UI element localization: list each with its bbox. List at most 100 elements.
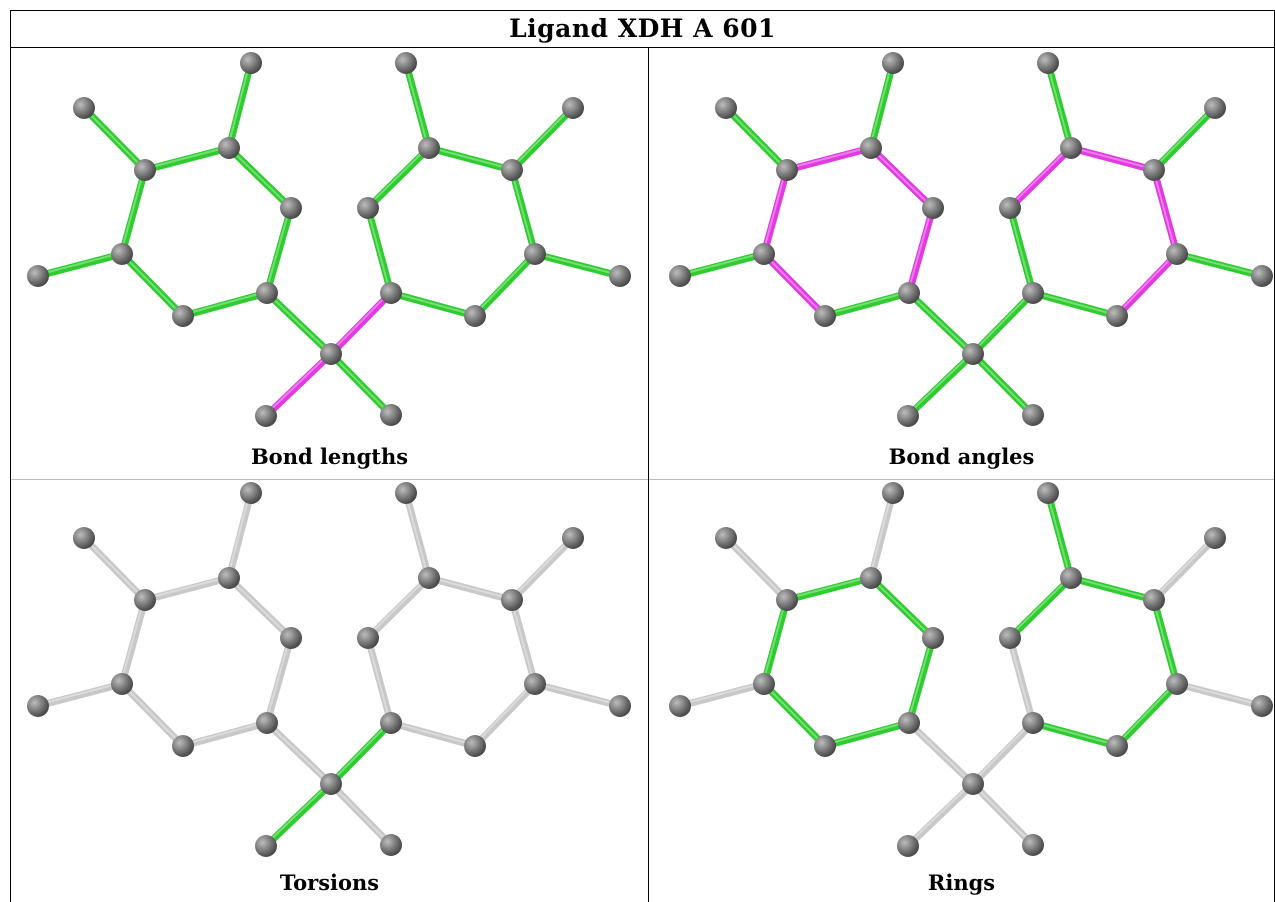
bond-15 <box>425 144 516 174</box>
bond-0 <box>225 59 255 152</box>
atom-7 <box>898 712 920 734</box>
bond-7 <box>118 250 187 320</box>
bond-highlight-13 <box>404 61 429 148</box>
bond-18 <box>1006 634 1037 727</box>
bond-20 <box>471 680 539 750</box>
atom-4 <box>922 197 944 219</box>
bond-2 <box>141 144 233 174</box>
bond-highlight-11 <box>971 782 1033 845</box>
bond-2 <box>783 144 875 174</box>
atom-11 <box>1022 834 1044 856</box>
bond-2 <box>141 574 233 604</box>
bond-highlight-15 <box>1069 576 1154 600</box>
bond-7 <box>760 680 829 750</box>
bond-14 <box>508 534 577 604</box>
bond-highlight-4 <box>120 598 145 684</box>
bond-10 <box>904 780 977 850</box>
atom-0 <box>240 52 262 74</box>
bond-highlight-21 <box>1031 721 1117 746</box>
bond-6 <box>34 680 126 710</box>
bond-highlight-4 <box>762 598 787 684</box>
bond-highlight-10 <box>264 352 331 416</box>
bond-20 <box>1113 250 1181 320</box>
atom-17 <box>524 673 546 695</box>
atom-14 <box>1060 567 1082 589</box>
top-border <box>10 10 1275 11</box>
atom-1 <box>73 527 95 549</box>
bond-highlight-8 <box>823 291 909 316</box>
bond-highlight-3 <box>227 576 291 638</box>
bond-8 <box>821 719 913 750</box>
bond-15 <box>1067 574 1158 604</box>
bond-21 <box>1029 719 1121 750</box>
bond-10 <box>904 350 977 420</box>
atom-17 <box>524 243 546 265</box>
bond-14 <box>1150 104 1219 174</box>
row-divider <box>10 479 1275 480</box>
bond-16 <box>364 574 433 642</box>
atom-8 <box>172 305 194 327</box>
atom-0 <box>240 482 262 504</box>
bond-highlight-0 <box>227 61 251 148</box>
bond-17 <box>1150 166 1181 258</box>
bond-highlight-18 <box>1008 206 1033 293</box>
bond-12 <box>969 719 1037 788</box>
atom-2 <box>218 567 240 589</box>
bond-highlight-3 <box>227 146 291 208</box>
bond-12 <box>969 289 1037 358</box>
bond-12 <box>327 289 395 358</box>
bond-1 <box>80 534 149 604</box>
atom-7 <box>256 712 278 734</box>
column-divider <box>648 47 649 902</box>
bond-5 <box>263 634 295 727</box>
bond-highlight-6 <box>678 682 764 706</box>
bond-highlight-15 <box>427 576 512 600</box>
atom-5 <box>753 673 775 695</box>
bond-11 <box>327 350 395 419</box>
atom-20 <box>464 735 486 757</box>
atom-5 <box>753 243 775 265</box>
molecule-bond-angles <box>669 52 1273 427</box>
bond-highlight-11 <box>971 352 1033 415</box>
atom-2 <box>218 137 240 159</box>
bond-highlight-7 <box>120 682 183 746</box>
bond-highlight-13 <box>404 491 429 578</box>
atom-8 <box>172 735 194 757</box>
bond-highlight-6 <box>678 252 764 276</box>
page-title: Ligand XDH A 601 <box>509 13 776 43</box>
atom-17 <box>1166 243 1188 265</box>
atom-8 <box>814 305 836 327</box>
atom-10 <box>897 835 919 857</box>
bond-highlight-3 <box>869 576 933 638</box>
bond-highlight-10 <box>906 782 973 846</box>
bond-highlight-12 <box>329 291 391 354</box>
atom-1 <box>715 97 737 119</box>
atom-13 <box>1204 527 1226 549</box>
bond-highlight-14 <box>1152 106 1215 170</box>
bond-1 <box>80 104 149 174</box>
bond-highlight-9 <box>907 291 973 354</box>
atom-20 <box>464 305 486 327</box>
bond-highlight-5 <box>907 206 933 293</box>
bond-highlight-16 <box>366 146 429 208</box>
bond-highlight-16 <box>366 576 429 638</box>
bond-5 <box>263 204 295 297</box>
atom-6 <box>669 695 691 717</box>
bond-6 <box>34 250 126 280</box>
atom-13 <box>562 527 584 549</box>
bond-13 <box>1044 489 1075 582</box>
bond-21 <box>387 719 479 750</box>
molecule-bond-lengths <box>27 52 631 427</box>
atom-2 <box>860 137 882 159</box>
bond-highlight-5 <box>265 206 291 293</box>
bond-highlight-10 <box>906 352 973 416</box>
panel-torsions: Torsions <box>11 480 648 902</box>
bond-highlight-12 <box>971 721 1033 784</box>
bond-8 <box>821 289 913 320</box>
atom-3 <box>134 589 156 611</box>
bond-3 <box>867 574 937 642</box>
bond-highlight-7 <box>120 252 183 316</box>
bond-highlight-1 <box>82 536 145 600</box>
bond-highlight-15 <box>1069 146 1154 170</box>
bond-highlight-20 <box>473 252 535 316</box>
